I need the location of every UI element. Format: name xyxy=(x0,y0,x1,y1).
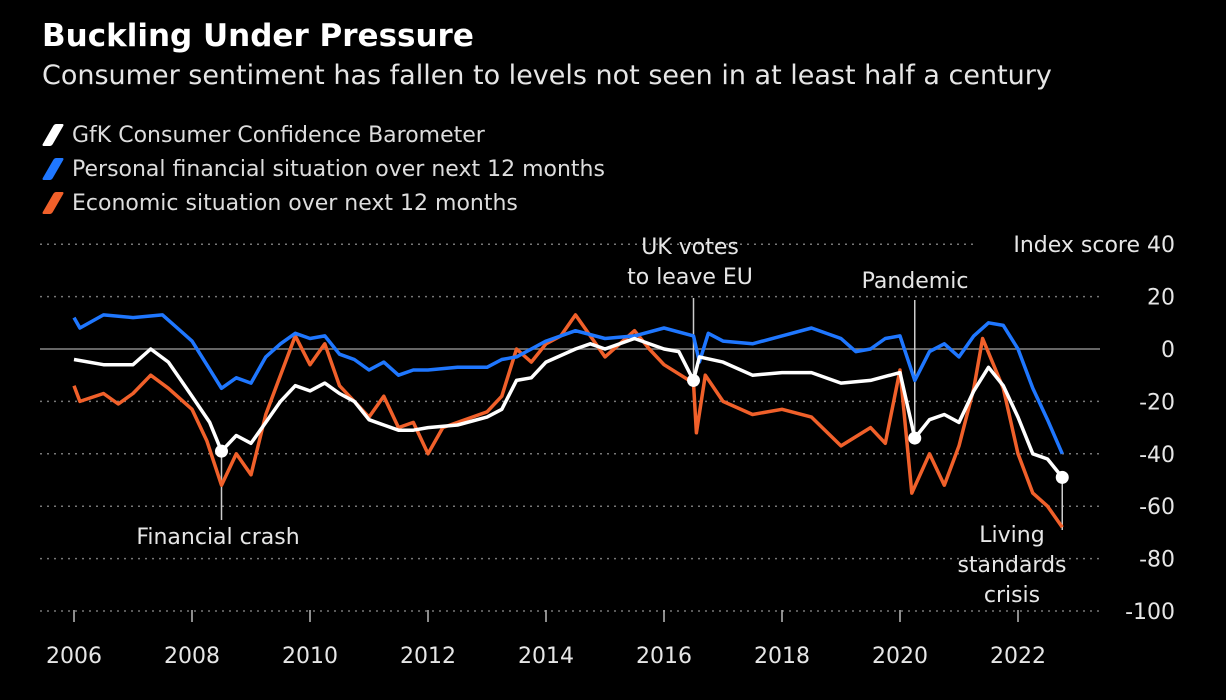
y-tick-label: Index score 40 xyxy=(1013,233,1175,258)
series-line-0 xyxy=(73,336,1064,479)
y-tick-label: -60 xyxy=(1139,495,1175,520)
annotation-label: Pandemic xyxy=(862,269,969,294)
annotation-label: UK votes xyxy=(641,235,739,260)
annotation-marker xyxy=(687,373,700,387)
annotation-label: Living xyxy=(979,523,1044,548)
annotation-label: Financial crash xyxy=(136,525,299,550)
legend-item-confidence: GfK Consumer Confidence Barometer xyxy=(41,118,605,152)
x-tick-label: 2016 xyxy=(636,644,692,669)
series-line-1 xyxy=(72,313,1064,455)
x-tick-label: 2008 xyxy=(164,644,220,669)
annotation-marker xyxy=(1055,470,1069,484)
chart-subtitle: Consumer sentiment has fallen to levels … xyxy=(42,60,1052,91)
series-line-2 xyxy=(72,313,1064,529)
x-tick-label: 2014 xyxy=(518,644,574,669)
annotation-label: standards xyxy=(957,553,1066,578)
y-tick-label: -80 xyxy=(1139,548,1175,573)
annotation-marker xyxy=(908,431,922,445)
x-tick-label: 2012 xyxy=(400,644,456,669)
annotation-marker xyxy=(215,444,228,458)
annotation-label: crisis xyxy=(984,583,1040,608)
y-tick-label: -40 xyxy=(1139,443,1175,468)
y-tick-label: -20 xyxy=(1139,390,1175,415)
legend: GfK Consumer Confidence Barometer Person… xyxy=(41,118,605,220)
y-tick-label: -100 xyxy=(1125,600,1175,625)
annotation-label: to leave EU xyxy=(627,265,753,290)
legend-label: Economic situation over next 12 months xyxy=(72,190,518,216)
legend-item-economic: Economic situation over next 12 months xyxy=(41,186,605,220)
x-tick-label: 2006 xyxy=(46,644,102,669)
legend-label: GfK Consumer Confidence Barometer xyxy=(72,122,485,148)
y-tick-label: 20 xyxy=(1147,286,1175,311)
legend-item-personal: Personal financial situation over next 1… xyxy=(41,152,605,186)
x-tick-label: 2010 xyxy=(282,644,338,669)
chart-title: Buckling Under Pressure xyxy=(42,18,474,54)
x-tick-label: 2022 xyxy=(990,644,1046,669)
legend-label: Personal financial situation over next 1… xyxy=(72,156,605,182)
y-tick-label: 0 xyxy=(1161,338,1175,363)
x-tick-label: 2018 xyxy=(754,644,810,669)
x-tick-label: 2020 xyxy=(872,644,928,669)
